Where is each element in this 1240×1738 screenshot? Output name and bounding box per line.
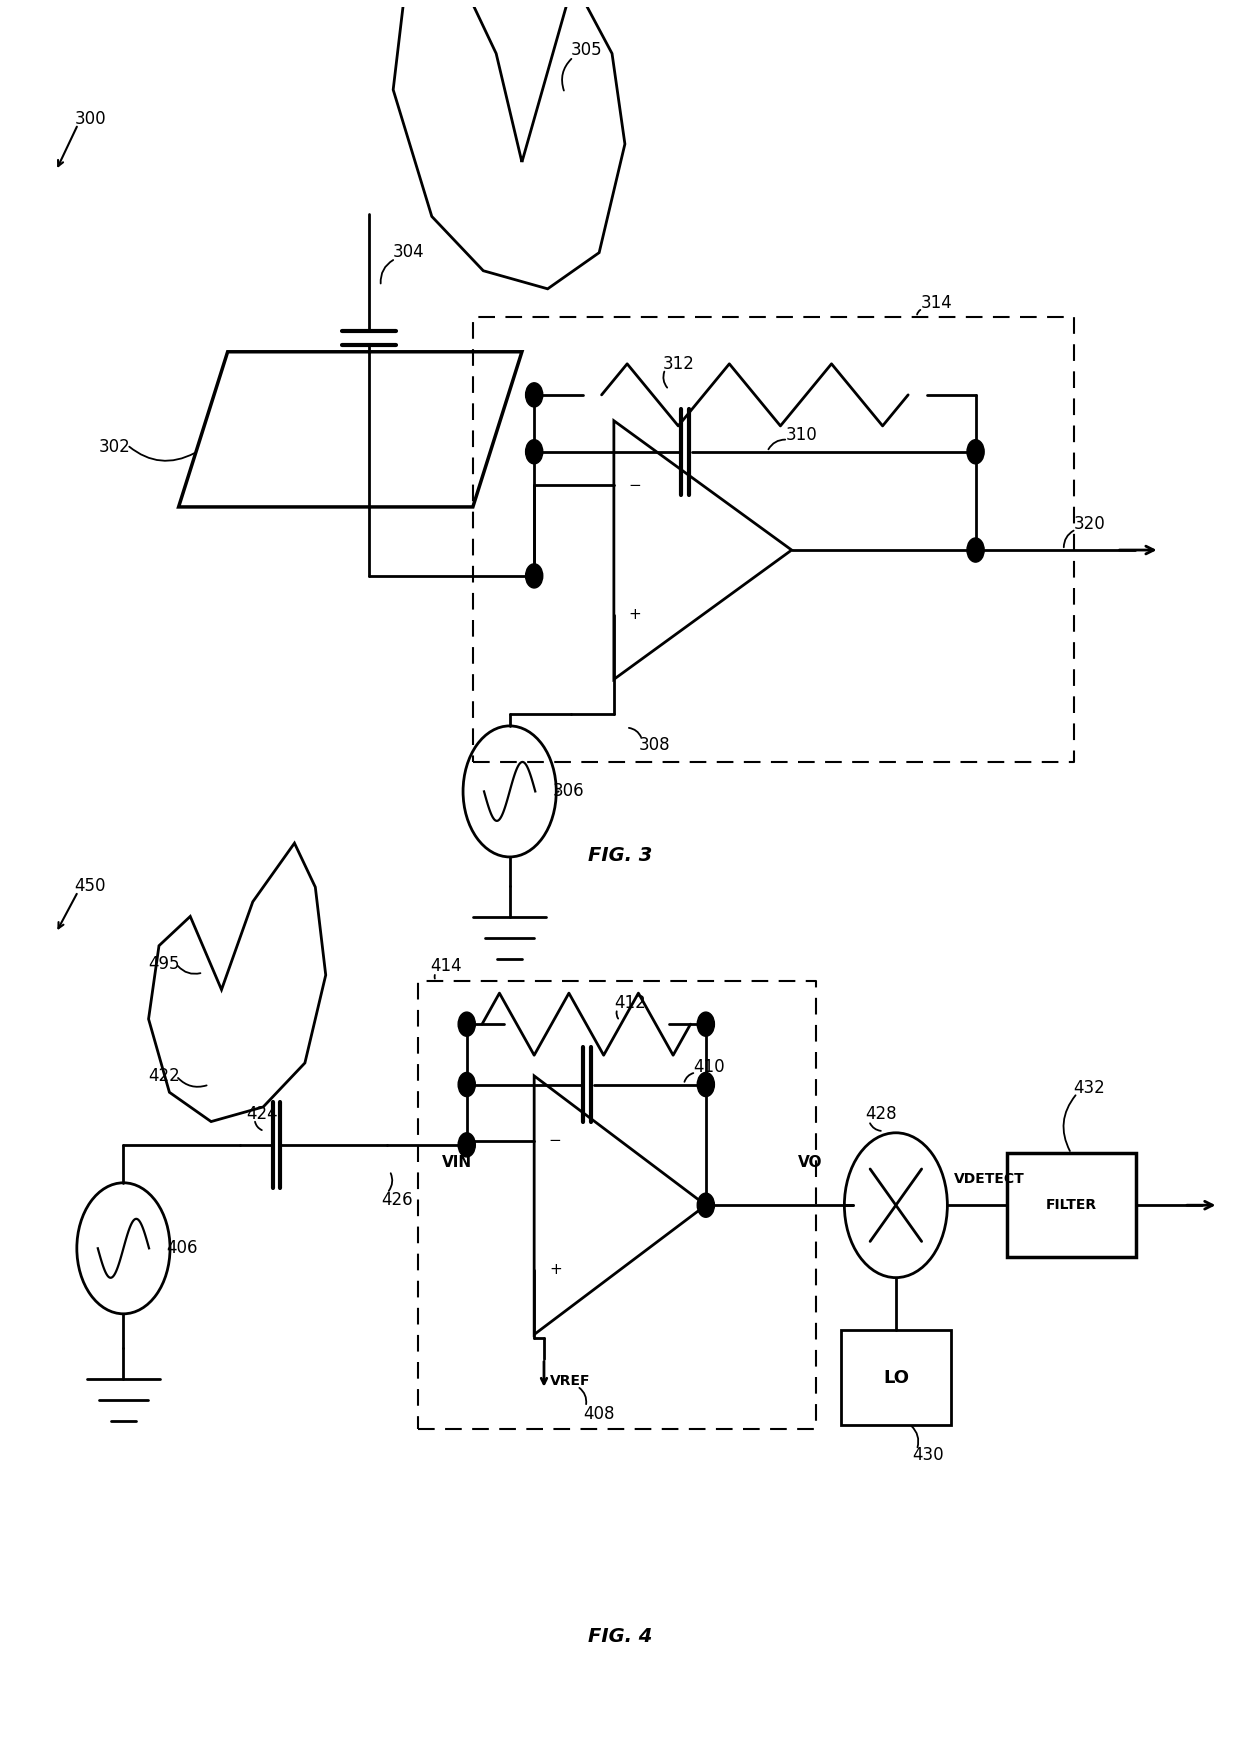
Text: −: − — [549, 1133, 562, 1149]
Text: +: + — [629, 607, 641, 622]
Circle shape — [526, 563, 543, 587]
Text: 428: 428 — [866, 1105, 897, 1123]
Text: 408: 408 — [583, 1404, 615, 1423]
Text: 414: 414 — [430, 956, 461, 975]
Text: 305: 305 — [570, 42, 603, 59]
Text: 320: 320 — [1074, 514, 1105, 534]
Circle shape — [526, 440, 543, 464]
Text: 495: 495 — [148, 954, 180, 973]
Text: VIN: VIN — [443, 1154, 472, 1170]
Bar — [1007, 1154, 1136, 1257]
Text: 308: 308 — [639, 735, 670, 754]
Text: 424: 424 — [246, 1105, 278, 1123]
Circle shape — [458, 1133, 475, 1158]
Text: 410: 410 — [693, 1058, 725, 1076]
Bar — [841, 1330, 951, 1425]
Text: 422: 422 — [148, 1067, 180, 1085]
Text: 426: 426 — [381, 1191, 413, 1210]
Circle shape — [697, 1072, 714, 1097]
Text: VREF: VREF — [551, 1375, 590, 1389]
Circle shape — [697, 1012, 714, 1036]
Text: FIG. 3: FIG. 3 — [588, 846, 652, 866]
Text: FIG. 4: FIG. 4 — [588, 1627, 652, 1646]
Text: VDETECT: VDETECT — [954, 1173, 1024, 1187]
Text: −: − — [629, 478, 641, 494]
Circle shape — [526, 382, 543, 407]
Text: 302: 302 — [99, 438, 130, 455]
Circle shape — [697, 1192, 714, 1217]
Text: 300: 300 — [74, 109, 105, 129]
Text: 310: 310 — [785, 426, 817, 443]
Text: 306: 306 — [553, 782, 584, 801]
Text: 432: 432 — [1074, 1079, 1105, 1097]
Text: VO: VO — [797, 1154, 822, 1170]
Text: 450: 450 — [74, 878, 105, 895]
Text: +: + — [549, 1262, 562, 1277]
Text: 312: 312 — [663, 355, 694, 374]
Circle shape — [967, 539, 985, 561]
Text: 430: 430 — [911, 1446, 944, 1463]
Circle shape — [458, 1012, 475, 1036]
Text: 304: 304 — [393, 243, 425, 261]
Text: 406: 406 — [166, 1239, 198, 1257]
Circle shape — [458, 1072, 475, 1097]
Text: 314: 314 — [920, 294, 952, 313]
Circle shape — [967, 440, 985, 464]
Text: FILTER: FILTER — [1045, 1197, 1096, 1211]
Text: 412: 412 — [614, 994, 646, 1013]
Text: LO: LO — [883, 1368, 909, 1387]
